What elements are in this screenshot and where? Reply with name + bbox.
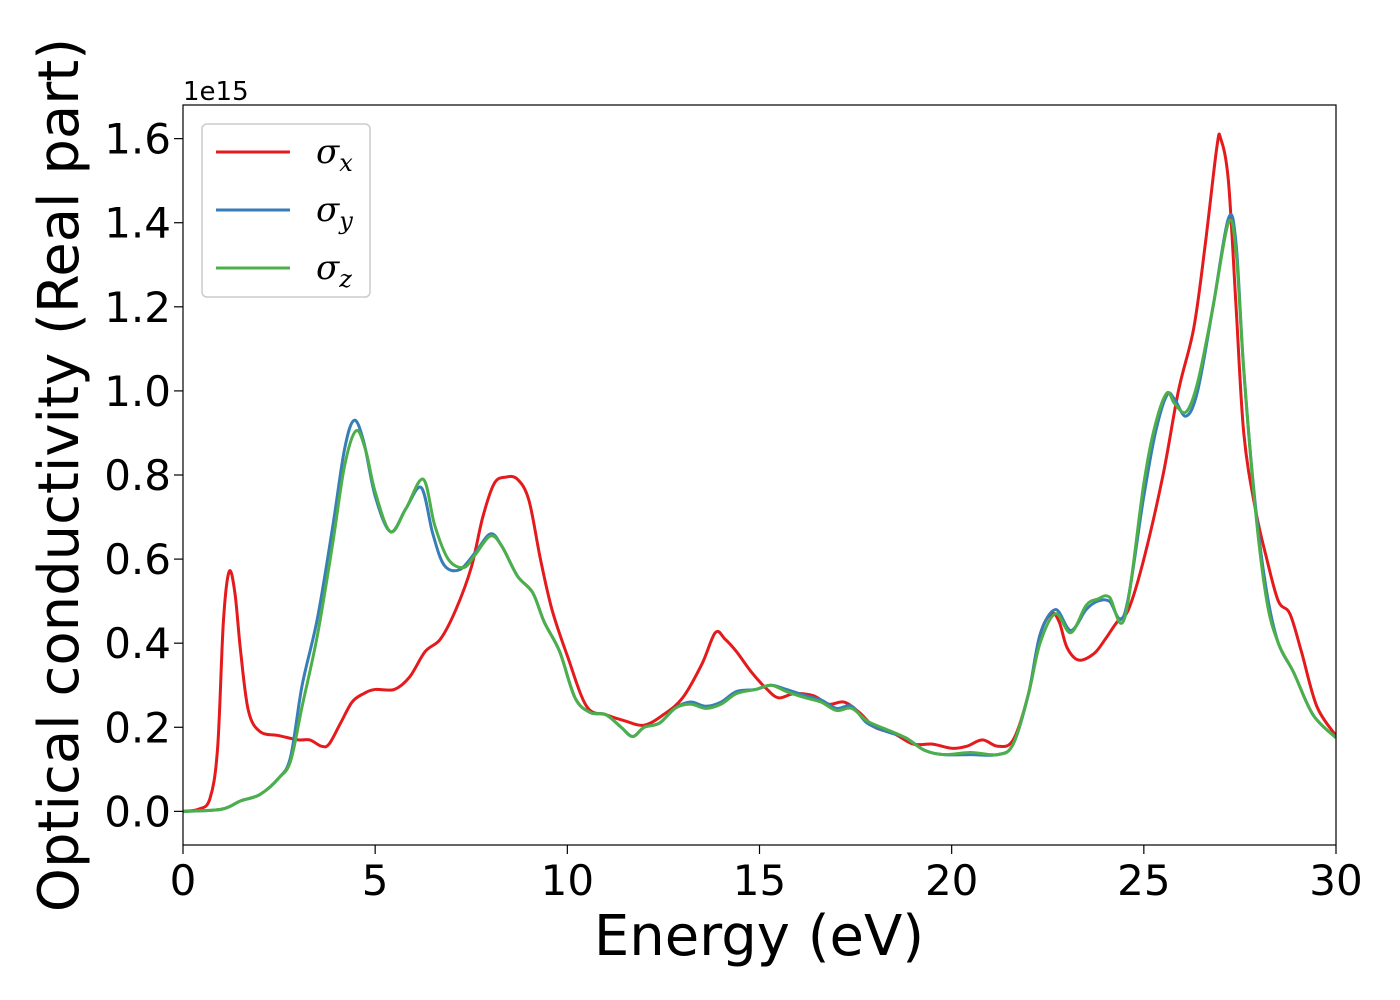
- y-tick-label: 0.0: [104, 787, 171, 836]
- y-tick-label: 0.6: [104, 535, 171, 584]
- x-axis-title: Energy (eV): [594, 904, 924, 969]
- x-tick-label: 20: [925, 856, 978, 905]
- x-tick-label: 0: [170, 856, 197, 905]
- y-tick-label: 0.2: [104, 703, 171, 752]
- legend-items: σx σy σz: [216, 132, 353, 293]
- x-tick-label: 25: [1117, 856, 1170, 905]
- y-tick-label: 1.0: [104, 367, 171, 416]
- x-tick-label: 30: [1309, 856, 1362, 905]
- legend-label-y: σy: [316, 190, 353, 235]
- legend-label-x: σx: [316, 132, 353, 177]
- y-tick-label: 0.8: [104, 451, 171, 500]
- series-line-z: [183, 218, 1336, 813]
- y-axis-offset-label: 1e15: [183, 77, 249, 107]
- x-tick-label: 10: [541, 856, 594, 905]
- x-axis-ticks: 0 5 10 15 20 25 30: [170, 845, 1363, 905]
- x-tick-label: 5: [362, 856, 389, 905]
- series-layer: [183, 132, 1336, 813]
- legend: σx σy σz: [201, 123, 371, 298]
- y-tick-label: 0.4: [104, 619, 171, 668]
- legend-label-z: σz: [316, 248, 352, 293]
- x-tick-label: 15: [733, 856, 786, 905]
- y-tick-label: 1.4: [104, 199, 171, 248]
- y-tick-label: 1.2: [104, 283, 171, 332]
- y-axis-title: Optical conductivity (Real part): [27, 38, 92, 912]
- y-tick-label: 1.6: [104, 115, 171, 164]
- y-axis-ticks: 0.0 0.2 0.4 0.6 0.8 1.0 1.2 1.4 1.6: [104, 115, 183, 836]
